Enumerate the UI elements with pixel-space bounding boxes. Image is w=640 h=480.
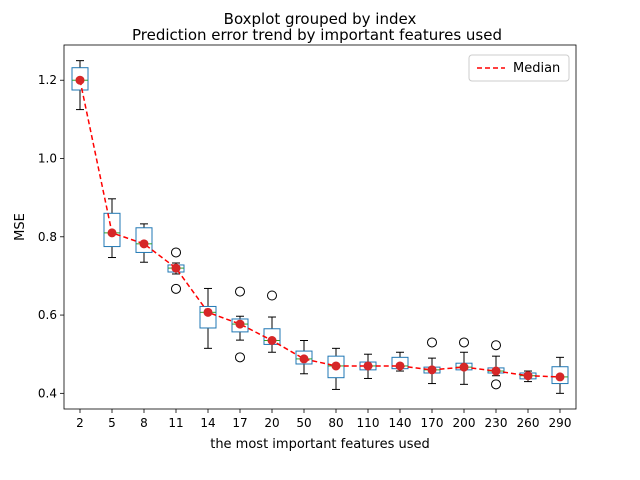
x-tick-label: 5 (108, 416, 116, 430)
box-170 (423, 337, 441, 385)
x-tick-label: 290 (549, 416, 572, 430)
box-iqr (295, 350, 313, 365)
flier-point (267, 290, 277, 301)
x-tick-label: 230 (485, 416, 508, 430)
x-tick-label: 8 (140, 416, 148, 430)
x-tick-label: 110 (357, 416, 380, 430)
x-tick-label: 140 (389, 416, 412, 430)
median-marker (75, 75, 85, 85)
median-marker (139, 239, 149, 249)
x-tick-label: 17 (232, 416, 247, 430)
box-iqr (231, 318, 249, 333)
y-tick-label: 1.0 (38, 152, 57, 166)
box-14 (199, 287, 217, 349)
chart-suptitle: Boxplot grouped by index (224, 10, 417, 28)
x-tick-label: 11 (168, 416, 183, 430)
median-marker (171, 263, 181, 273)
median-marker (107, 228, 117, 238)
median-marker (523, 371, 533, 381)
flier-point (235, 286, 245, 297)
box-iqr (327, 355, 345, 379)
y-tick-label: 1.2 (38, 73, 57, 87)
boxes-layer (71, 60, 569, 394)
flier-point (491, 340, 501, 351)
median-marker (267, 336, 277, 346)
median-marker (331, 361, 341, 371)
x-tick-label: 170 (421, 416, 444, 430)
median-marker (491, 366, 501, 376)
median-marker (363, 361, 373, 371)
x-tick-label: 260 (517, 416, 540, 430)
median-marker (427, 365, 437, 375)
median-marker (395, 361, 405, 371)
x-tick-label: 2 (76, 416, 84, 430)
x-tick-label: 50 (296, 416, 311, 430)
legend-frame (468, 54, 570, 82)
median-marker (459, 362, 469, 372)
box-200 (455, 337, 473, 385)
flier-point (171, 247, 181, 258)
box-230 (487, 340, 505, 390)
median-marker (299, 354, 309, 364)
chart-title: Prediction error trend by important feat… (132, 26, 502, 44)
flier-point (427, 337, 437, 348)
box-iqr (71, 67, 89, 91)
box-iqr (199, 305, 217, 329)
box-17 (231, 286, 249, 363)
x-tick-label: 80 (328, 416, 343, 430)
flier-point (171, 283, 181, 294)
y-tick-label: 0.8 (38, 230, 57, 244)
x-tick-label: 200 (453, 416, 476, 430)
median-marker (235, 319, 245, 329)
y-tick-label: 0.4 (38, 386, 57, 400)
box-2 (71, 60, 89, 111)
flier-point (491, 379, 501, 390)
x-tick-label: 20 (264, 416, 279, 430)
legend: Median (468, 54, 570, 82)
flier-point (235, 352, 245, 363)
median-marker (555, 372, 565, 382)
box-iqr (551, 366, 569, 385)
box-iqr (135, 227, 153, 253)
median-trend-line (79, 80, 561, 378)
legend-label-median: Median (513, 61, 560, 76)
axes-layer: 2 5 8 11 14 17 20 50 80 110 140 170 200 230 260 290 0.4 0… (38, 73, 572, 430)
box-50 (295, 340, 313, 375)
x-axis-label: the most important features used (210, 437, 430, 452)
y-tick-label: 0.6 (38, 308, 57, 322)
plot-frame (63, 44, 577, 410)
median-marker (203, 307, 213, 317)
median-line-layer (75, 75, 565, 382)
y-axis-label: MSE (13, 213, 28, 241)
flier-point (459, 337, 469, 348)
box-iqr (103, 212, 121, 248)
x-tick-label: 14 (200, 416, 215, 430)
